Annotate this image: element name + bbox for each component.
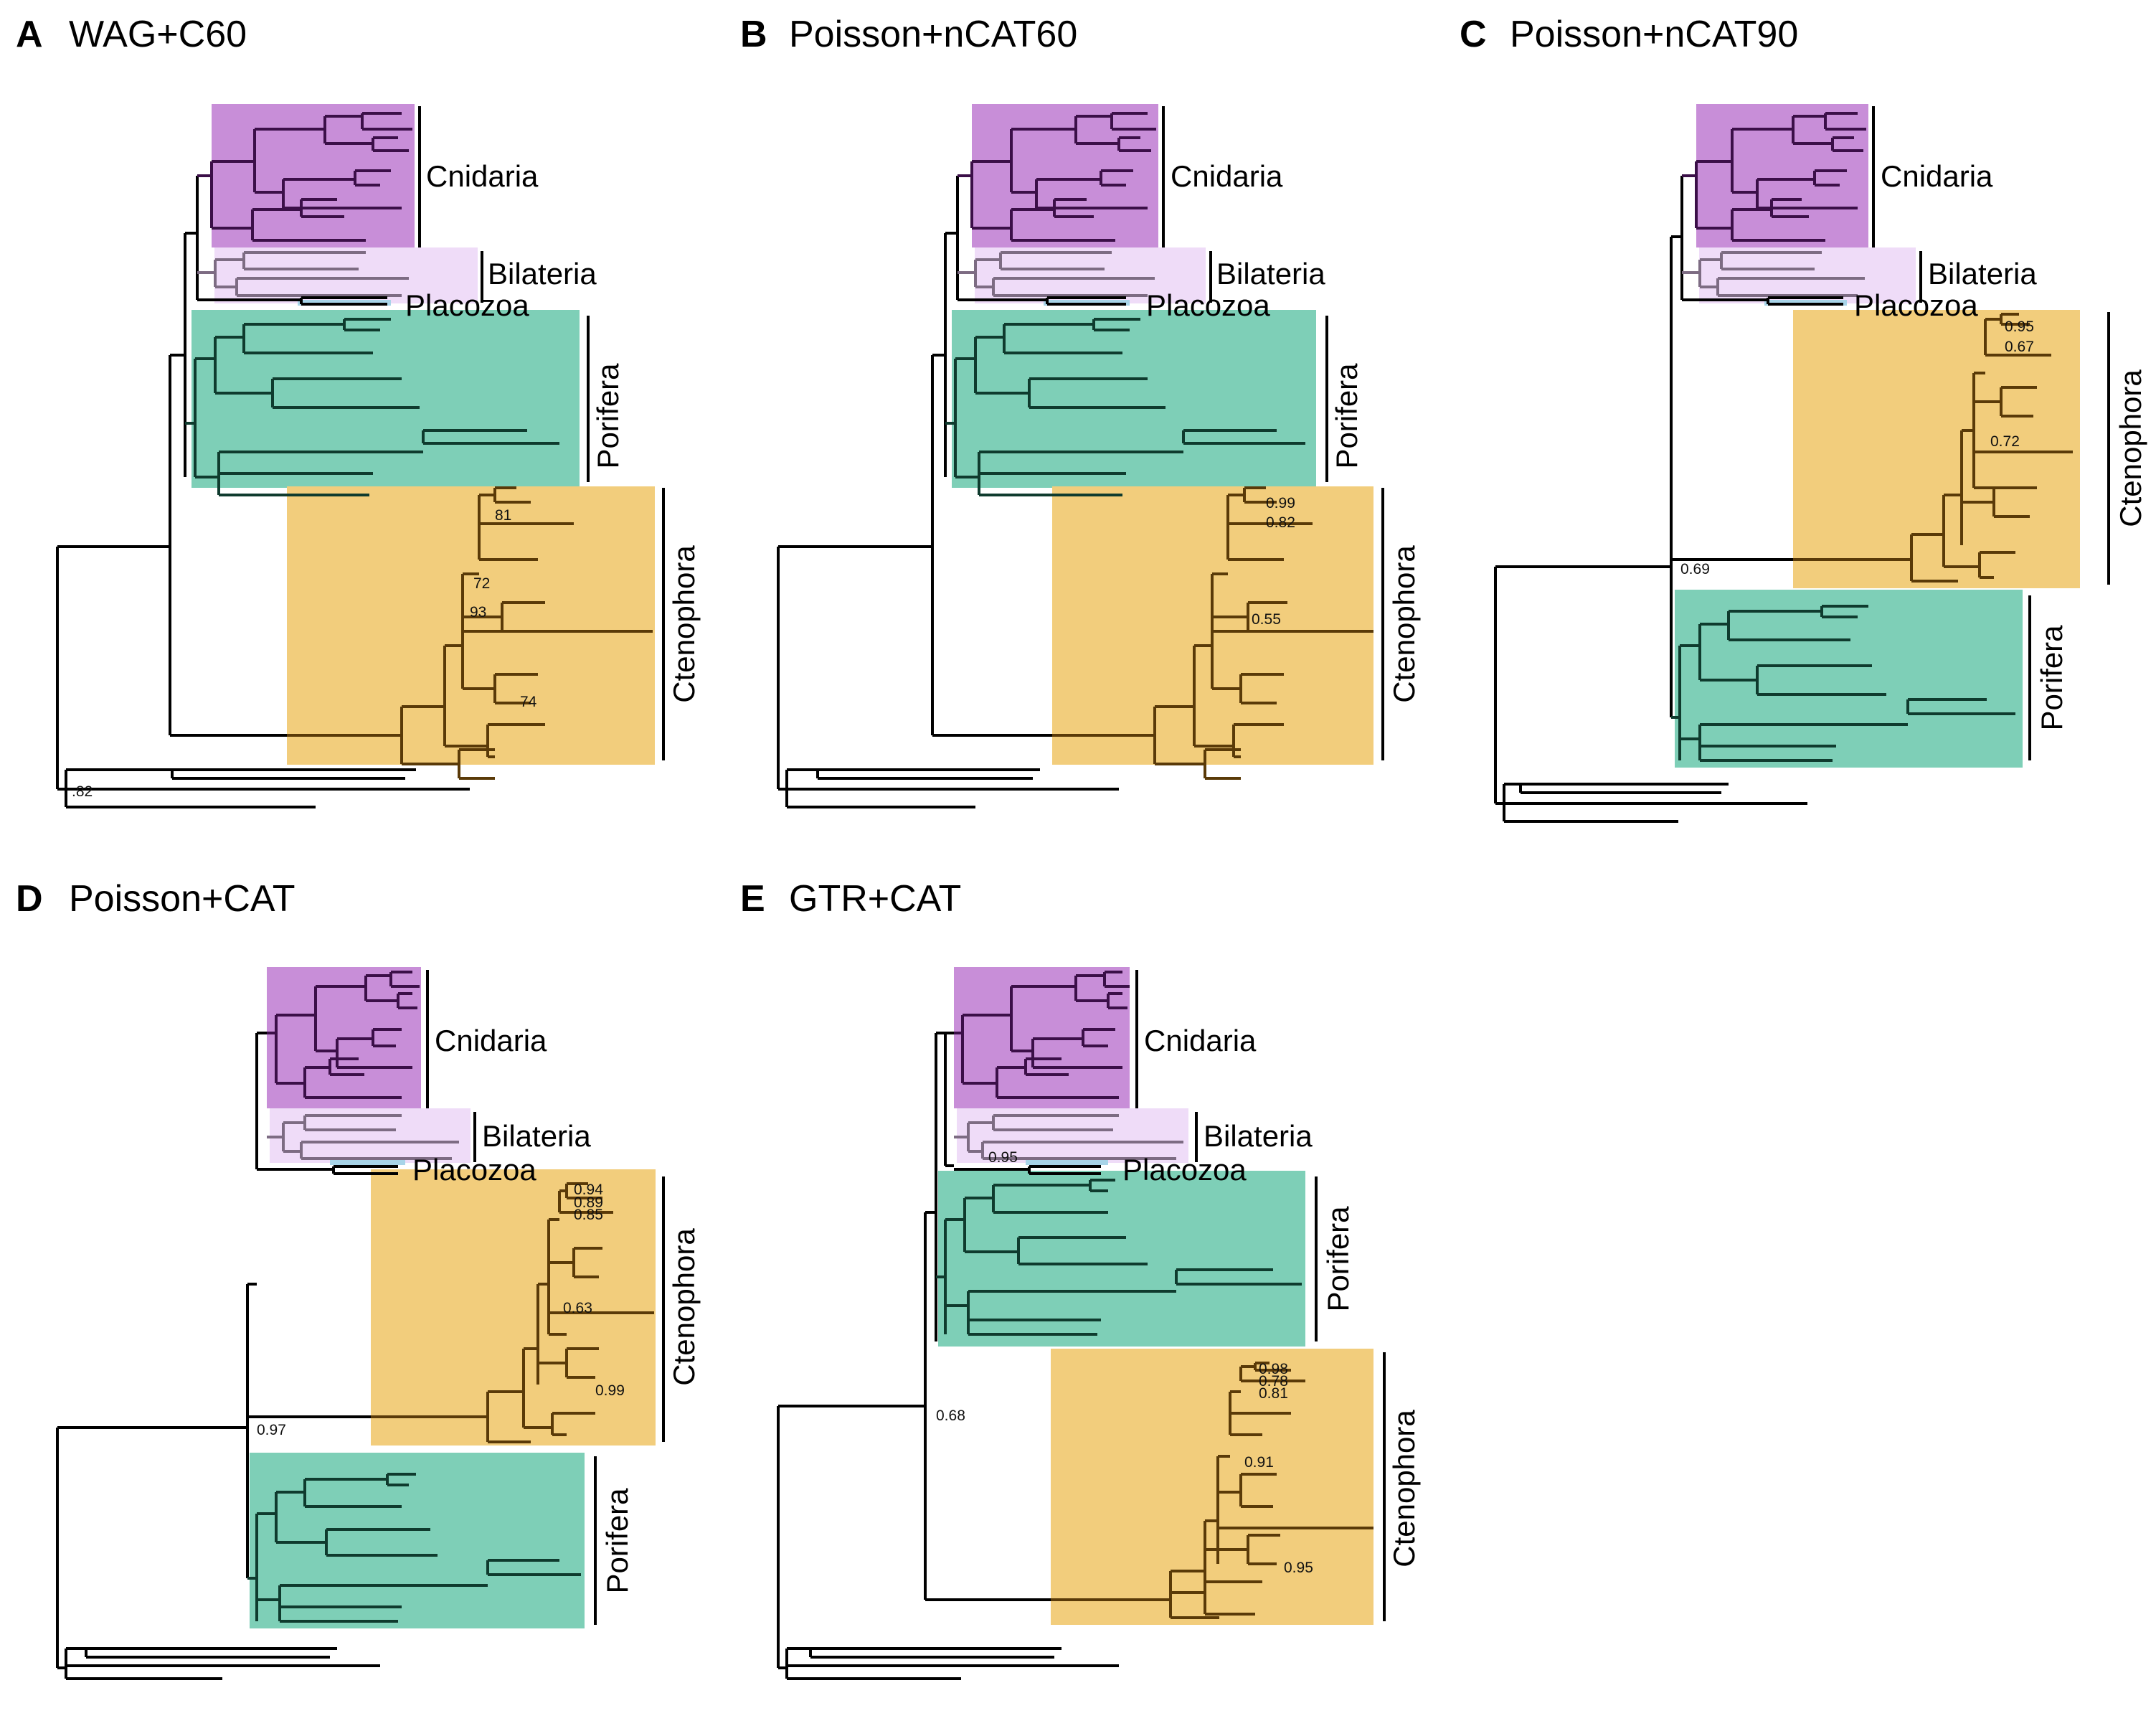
support-value: 74: [520, 694, 537, 710]
support-value: 0.94: [574, 1182, 603, 1198]
ctenophora-box: [1793, 310, 2080, 588]
support-value: 0.99: [1266, 495, 1295, 511]
panel-d: D Poisson+CAT Cnidaria Bilateria Placozo…: [16, 878, 701, 1680]
panel-e: E GTR+CAT Cnidaria Bilateria Placozoa Po…: [740, 878, 1421, 1680]
support-value: 93: [470, 604, 486, 621]
placozoa-box: [1026, 1159, 1108, 1165]
bilateria-label: Bilateria: [1204, 1119, 1313, 1153]
panel-title: Poisson+nCAT60: [789, 14, 1077, 55]
porifera-box: [938, 1171, 1305, 1347]
cnidaria-box: [1696, 104, 1868, 247]
support-value: 0.89: [574, 1194, 603, 1211]
panel-title: GTR+CAT: [789, 878, 961, 920]
support-value: 0.63: [563, 1300, 592, 1316]
tree-branches: [56, 971, 654, 1680]
panel-b: B Poisson+nCAT60 Cnidaria Bilateria Plac…: [740, 14, 1421, 808]
support-value: 81: [495, 507, 511, 524]
placozoa-box: [330, 1159, 405, 1165]
support-value: 0.95: [1284, 1560, 1313, 1576]
tree-branches: [777, 971, 1373, 1680]
porifera-label: Porifera: [1321, 1206, 1355, 1312]
bilateria-label: Bilateria: [488, 257, 597, 291]
support-value: 0.55: [1252, 611, 1281, 628]
cnidaria-label: Cnidaria: [435, 1024, 547, 1057]
support-value: 72: [473, 575, 490, 592]
ctenophora-label: Ctenophora: [1387, 1410, 1421, 1567]
cnidaria-label: Cnidaria: [1881, 159, 1993, 193]
support-value: 0.91: [1244, 1454, 1274, 1471]
clade-bars: [1162, 106, 1384, 760]
panel-letter: E: [740, 878, 765, 920]
tree-branches: [1494, 112, 2073, 823]
support-value: 0.82: [1266, 514, 1295, 531]
porifera-label: Porifera: [600, 1488, 634, 1594]
bilateria-label: Bilateria: [1928, 257, 2037, 291]
placozoa-label: Placozoa: [1854, 288, 1978, 322]
placozoa-label: Placozoa: [412, 1153, 536, 1187]
support-value: 0.99: [595, 1382, 625, 1399]
tree-branches: [777, 112, 1373, 808]
panel-c: C Poisson+nCAT90 Cnidaria Bilateria Plac…: [1460, 14, 2147, 823]
support-value: 0.78: [1259, 1373, 1288, 1390]
panel-letter: C: [1460, 14, 1487, 55]
panel-title: Poisson+CAT: [69, 878, 295, 920]
ctenophora-box: [371, 1169, 656, 1446]
porifera-label: Porifera: [2035, 625, 2068, 731]
support-value: 0.67: [2005, 339, 2034, 355]
panel-title: WAG+C60: [69, 14, 247, 55]
ctenophora-label: Ctenophora: [667, 1228, 701, 1386]
ctenophora-box: [1051, 1349, 1373, 1625]
panel-letter: B: [740, 14, 767, 55]
bilateria-box: [957, 1108, 1188, 1163]
panel-letter: A: [16, 14, 43, 55]
panel-letter: D: [16, 878, 43, 920]
cnidaria-label: Cnidaria: [426, 159, 539, 193]
support-value: 0.81: [1259, 1385, 1288, 1402]
support-value: 0.97: [257, 1422, 286, 1438]
support-value: 0.69: [1680, 561, 1710, 577]
ctenophora-box: [287, 486, 655, 765]
support-value: 0.68: [936, 1407, 965, 1424]
cnidaria-box: [212, 104, 415, 247]
cnidaria-label: Cnidaria: [1144, 1024, 1257, 1057]
porifera-box: [250, 1453, 585, 1628]
bilateria-label: Bilateria: [482, 1119, 591, 1153]
placozoa-label: Placozoa: [405, 288, 529, 322]
cnidaria-box: [972, 104, 1158, 247]
placozoa-label: Placozoa: [1146, 288, 1270, 322]
porifera-label: Porifera: [591, 363, 625, 469]
clade-bars: [1872, 106, 2110, 760]
clade-bars: [1135, 970, 1386, 1621]
placozoa-label: Placozoa: [1122, 1153, 1247, 1187]
support-value: 0.85: [574, 1207, 603, 1223]
bilateria-box: [270, 1108, 471, 1163]
ctenophora-label: Ctenophora: [667, 545, 701, 703]
clade-bars: [426, 970, 665, 1625]
cnidaria-label: Cnidaria: [1171, 159, 1283, 193]
porifera-label: Porifera: [1330, 363, 1363, 469]
ctenophora-label: Ctenophora: [1387, 545, 1421, 703]
tree-branches: [56, 112, 653, 808]
support-value: 0.72: [1990, 433, 2020, 450]
support-value: 0.98: [1259, 1361, 1288, 1377]
bilateria-label: Bilateria: [1216, 257, 1325, 291]
clade-bars: [418, 106, 665, 760]
porifera-box: [192, 310, 580, 488]
panel-a: A WAG+C60 Cnidari: [16, 14, 701, 808]
ctenophora-label: Ctenophora: [2114, 369, 2147, 527]
support-value: 0.95: [2005, 319, 2034, 335]
porifera-box: [952, 310, 1316, 488]
panel-title: Poisson+nCAT90: [1510, 14, 1798, 55]
support-value: 0.95: [988, 1149, 1018, 1166]
support-value: .82: [72, 783, 93, 800]
